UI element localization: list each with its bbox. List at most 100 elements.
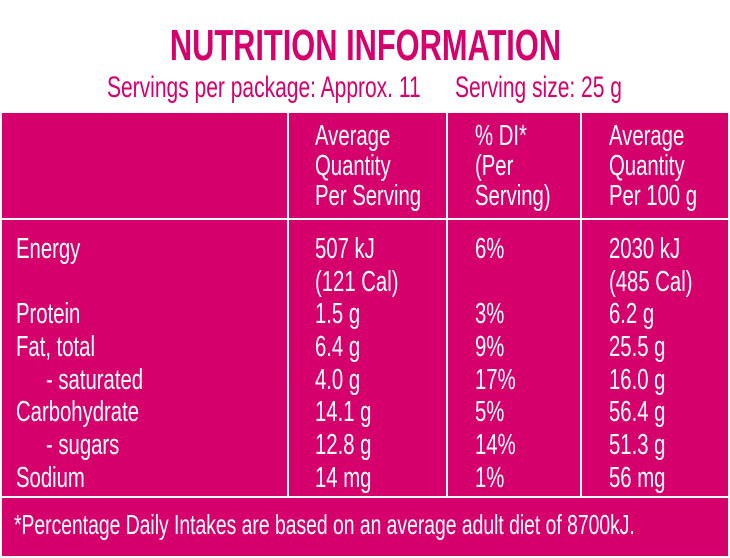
nutrient-row-label: Energy (16, 233, 192, 266)
column-header-text: Quantity (315, 150, 391, 182)
nutrient-column: Energy Protein Fat, total - saturated Carbo… (2, 220, 287, 496)
column-header-line: Quantity (609, 151, 730, 181)
column-header-text: Average (315, 120, 391, 152)
daily-intake-value-text (475, 266, 481, 299)
nutrient-row-label: - saturated (16, 364, 192, 397)
per-100g-value-text: 16.0 g (609, 363, 666, 396)
per-serving-value: 507 kJ (121 Cal) 1.5 g 6.4 g 4.0 g 14.1 g 12.8… (315, 233, 434, 495)
header-cell-3: Average Quantity Per 100 g (582, 113, 728, 218)
per-100g-value-line: 56 mg (609, 462, 728, 495)
per-100g-value-text: 56.4 g (609, 396, 666, 429)
page-title: NUTRITION INFORMATION (0, 22, 730, 70)
per-serving-value-text: 14 mg (315, 461, 372, 494)
column-header-text: % DI* (475, 120, 527, 152)
per-serving-value-line: 14.1 g (315, 396, 434, 429)
nutrient-name (16, 266, 22, 299)
per-100g-value-text: 51.3 g (609, 429, 666, 462)
per-serving-value-text: 1.5 g (315, 298, 361, 331)
per-100g-value-text: (485 Cal) (609, 265, 693, 298)
nutrient-name: - sugars (46, 429, 120, 462)
daily-intake-value-line: 9% (475, 331, 533, 364)
header-cell-1: Average Quantity Per Serving (289, 113, 446, 218)
per-serving-value-line: 12.8 g (315, 429, 434, 462)
header-cell-2: % DI* (Per Serving) (448, 113, 580, 218)
nutrient-name: Carbohydrate (16, 396, 140, 429)
per-100g-value-text: 6.2 g (609, 298, 655, 331)
per-serving-value-text: 14.1 g (315, 396, 372, 429)
header-cell-nutrient (2, 113, 287, 218)
daily-intake-value-line: 3% (475, 298, 533, 331)
column-header-line: Average (315, 121, 467, 151)
per-serving-value-line: 507 kJ (315, 233, 434, 266)
daily-intake-value-line: 1% (475, 462, 533, 495)
per-serving-value-text: 4.0 g (315, 363, 361, 396)
per-100g-value-line: 16.0 g (609, 364, 728, 397)
per-100g-value-text: 25.5 g (609, 331, 666, 364)
daily-intake-value-text: 17% (475, 363, 516, 396)
column-header-line: Average (609, 121, 730, 151)
column-header-text: (Per (475, 150, 514, 182)
per-serving-value-text: 6.4 g (315, 331, 361, 364)
per-serving-value-line: 4.0 g (315, 364, 434, 397)
title-text: NUTRITION INFORMATION (169, 21, 561, 70)
per-serving-value-line: 6.4 g (315, 331, 434, 364)
per-100g-value-line: 56.4 g (609, 396, 728, 429)
column-header-line: % DI* (475, 121, 583, 151)
nutrient-names: Energy Protein Fat, total - saturated Carbo… (16, 233, 192, 495)
daily-intake-value-text: 3% (475, 298, 505, 331)
nutrient-row-label: Protein (16, 298, 192, 331)
column-header: % DI* (Per Serving) (475, 121, 583, 211)
daily-intake-value-text: 14% (475, 429, 516, 462)
column-header-text: Per Serving (315, 180, 422, 212)
footnote: *Percentage Daily Intakes are based on a… (2, 498, 728, 556)
daily-intake-value-line: 17% (475, 364, 533, 397)
per-100g-value-text: 56 mg (609, 461, 666, 494)
daily-intake-value-line: 5% (475, 396, 533, 429)
servings-per-package: Servings per package: Approx. 11 (107, 72, 555, 104)
per-serving-value-text: 12.8 g (315, 429, 372, 462)
nutrient-name: Sodium (16, 461, 85, 494)
nutrient-row-label: Fat, total (16, 331, 192, 364)
column-header: Average Quantity Per 100 g (609, 121, 730, 211)
nutrient-row-label: Carbohydrate (16, 396, 192, 429)
per-100g-value-line: 6.2 g (609, 298, 728, 331)
per-serving-value-line: 1.5 g (315, 298, 434, 331)
nutrient-row-label: Sodium (16, 462, 192, 495)
daily-intake-value-line (475, 266, 533, 299)
column-header-text: Serving) (475, 180, 551, 212)
per-serving-column: 507 kJ (121 Cal) 1.5 g 6.4 g 4.0 g 14.1 g 12.8… (289, 220, 446, 496)
per-100g-value-line: 51.3 g (609, 429, 728, 462)
per-100g-value-line: 25.5 g (609, 331, 728, 364)
footnote-text: *Percentage Daily Intakes are based on a… (14, 510, 730, 540)
nutrient-row-label (16, 266, 192, 299)
nutrient-name: Fat, total (16, 331, 95, 364)
daily-intake-column: 6% 3% 9% 17% 5% 14% 1% (448, 220, 580, 496)
daily-intake-value-text: 9% (475, 331, 505, 364)
per-100g-value-text: 2030 kJ (609, 233, 681, 265)
column-header: Average Quantity Per Serving (315, 121, 467, 211)
per-serving-value-text: (121 Cal) (315, 265, 399, 298)
footnote-span: *Percentage Daily Intakes are based on a… (14, 509, 635, 540)
nutrient-name: - saturated (46, 363, 144, 396)
daily-intake-value-text: 6% (475, 233, 505, 265)
column-header-line: Per Serving (315, 181, 467, 211)
column-header-line: (Per (475, 151, 583, 181)
column-header-text: Quantity (609, 150, 685, 182)
nutrient-row-label: - sugars (16, 429, 192, 462)
column-header-text: Per 100 g (609, 180, 698, 212)
serving-size: Serving size: 25 g (455, 72, 693, 104)
nutrition-table: Average Quantity Per Serving% DI* (Per Servi… (2, 113, 728, 556)
daily-intake-value: 6% 3% 9% 17% 5% 14% 1% (475, 233, 533, 495)
column-header-line: Per 100 g (609, 181, 730, 211)
column-header-line: Quantity (315, 151, 467, 181)
per-serving-value-line: 14 mg (315, 462, 434, 495)
nutrient-name: Energy (16, 233, 81, 265)
per-100g-value-line: (485 Cal) (609, 266, 728, 299)
daily-intake-value-line: 6% (475, 233, 533, 266)
daily-intake-value-text: 1% (475, 461, 505, 494)
per-100g-value-line: 2030 kJ (609, 233, 728, 266)
servings-text: Servings per package: Approx. 11 (107, 71, 421, 104)
daily-intake-value-line: 14% (475, 429, 533, 462)
